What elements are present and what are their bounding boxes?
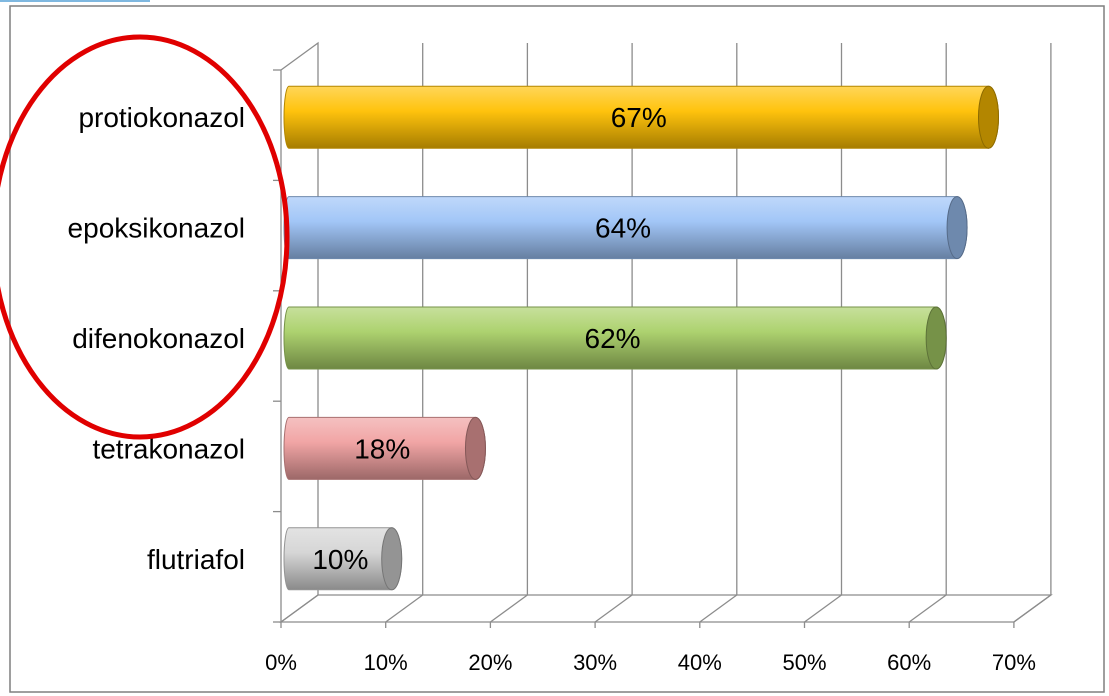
x-tick-label: 40%: [678, 650, 722, 675]
bars: [283, 85, 999, 591]
bar-end-cap: [381, 527, 403, 591]
floor-gridline: [804, 594, 842, 623]
floor-gridline: [490, 594, 528, 623]
floor-gridline: [594, 594, 633, 623]
x-tick-label: 20%: [468, 650, 512, 675]
data-label-tetrakonazol: 18%: [354, 433, 410, 464]
data-label-epoksikonazol: 64%: [595, 213, 651, 244]
category-label-protiokonazol: protiokonazol: [78, 102, 245, 133]
x-tick-label: 50%: [782, 650, 826, 675]
data-labels: 67% 64% 62% 18% 10%: [312, 102, 666, 575]
floor-gridline: [385, 594, 424, 623]
bar-epoksikonazol: [283, 196, 968, 260]
category-labels: protiokonazol epoksikonazol difenokonazol t…: [68, 102, 245, 575]
category-label-tetrakonazol: tetrakonazol: [92, 433, 245, 464]
category-label-flutriafol: flutriafol: [147, 544, 245, 575]
x-axis-tick-labels: 0% 10% 20% 30% 40% 50% 60% 70%: [265, 650, 1036, 675]
data-label-difenokonazol: 62%: [585, 323, 641, 354]
bar-flutriafol: [283, 527, 403, 591]
category-label-epoksikonazol: epoksikonazol: [68, 213, 245, 244]
bar-tetrakonazol: [283, 416, 486, 480]
x-tick-label: 0%: [265, 650, 297, 675]
floor-gridline: [1013, 594, 1052, 623]
x-tick-label: 10%: [364, 650, 408, 675]
x-tick-label: 60%: [887, 650, 931, 675]
bar-end-cap: [946, 196, 968, 260]
floor-gridline: [908, 594, 947, 623]
bar-end-cap: [925, 306, 947, 370]
bar-end-cap: [977, 85, 999, 149]
category-label-difenokonazol: difenokonazol: [72, 323, 245, 354]
x-tick-label: 70%: [992, 650, 1036, 675]
bar-difenokonazol: [283, 306, 947, 370]
data-label-flutriafol: 10%: [312, 544, 368, 575]
bar-end-cap: [464, 416, 486, 480]
red-ellipse-annotation: [0, 34, 290, 440]
bar-protiokonazol: [283, 85, 999, 149]
data-label-protiokonazol: 67%: [611, 102, 667, 133]
x-tick-label: 30%: [573, 650, 617, 675]
floor-gridline: [699, 594, 738, 623]
